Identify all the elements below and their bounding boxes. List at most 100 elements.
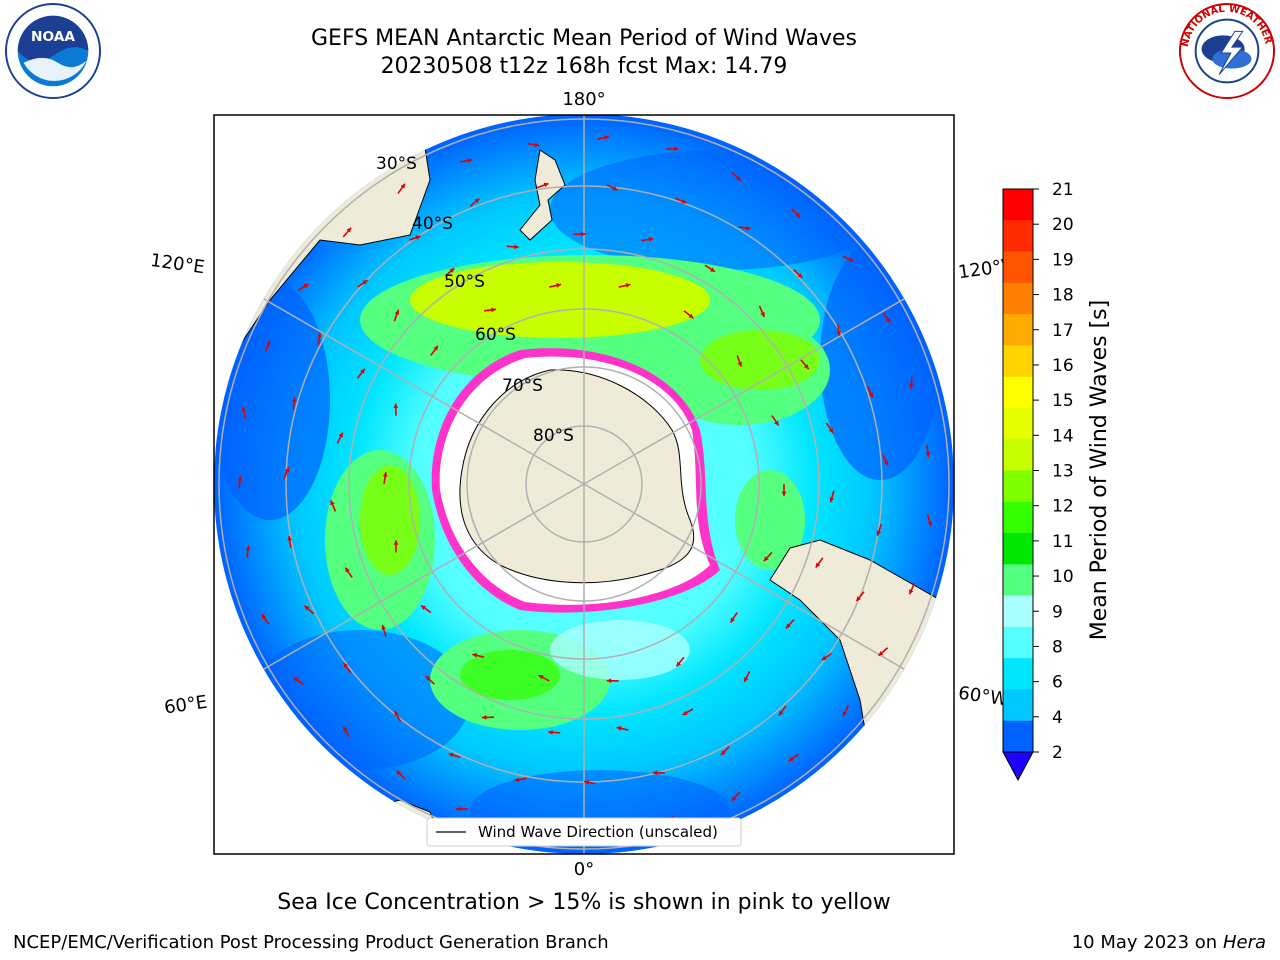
svg-text:180°: 180° [562, 89, 605, 110]
wind-wave-arrowhead [856, 596, 862, 602]
wind-wave-arrowhead [848, 257, 854, 262]
colorbar-tick-label: 21 [1052, 180, 1074, 200]
footer-date: 10 May 2023 on Hera [1072, 932, 1266, 953]
wind-wave-arrowhead [421, 605, 427, 611]
wind-wave-arrowhead [393, 403, 399, 409]
svg-text:40°S: 40°S [412, 214, 453, 234]
wind-wave-arrowhead [885, 317, 891, 323]
svg-text:60°W: 60°W [957, 683, 1009, 711]
wind-wave-arrowhead [425, 675, 431, 681]
colorbar-tick-label: 14 [1052, 426, 1074, 446]
wind-wave-arrowhead [396, 770, 402, 776]
wind-wave-arrowhead [676, 661, 682, 667]
wind-wave-arrowhead [927, 521, 933, 527]
colorbar-label: Mean Period of Wind Waves [s] [1087, 300, 1112, 640]
wind-wave-arrowhead [681, 199, 687, 204]
colorbar-tick-label: 15 [1052, 391, 1074, 411]
wind-wave-arrowhead [781, 491, 787, 496]
wind-wave-arrowhead [744, 676, 749, 682]
svg-text:70°S: 70°S [502, 376, 543, 396]
wind-wave-arrowhead [514, 244, 519, 250]
wind-wave-arrowhead [828, 428, 834, 434]
svg-text:60°S: 60°S [475, 325, 516, 345]
wind-wave-arrowhead [785, 623, 791, 629]
wind-wave-arrowhead [606, 678, 612, 684]
wind-wave-arrowhead [909, 589, 914, 595]
colorbar-tick-label: 18 [1052, 286, 1074, 306]
colorbar-segment [1003, 251, 1033, 284]
wind-wave-arrowhead [303, 283, 309, 289]
colorbar-segment [1003, 345, 1033, 378]
wind-wave-arrowhead [604, 135, 609, 140]
map-legend: Wind Wave Direction (unscaled) [426, 817, 742, 847]
colorbar-tick-label: 11 [1052, 532, 1074, 552]
footer-machine: Hera [1222, 932, 1266, 953]
colorbar-segment [1003, 720, 1033, 753]
wind-wave-arrowhead [581, 231, 586, 237]
wind-wave-arrowhead [261, 614, 267, 620]
wind-wave-arrowhead [381, 625, 386, 630]
colorbar-tick-label: 6 [1052, 673, 1063, 693]
wind-wave-arrowhead [474, 198, 480, 204]
svg-text:NOAA: NOAA [31, 29, 75, 45]
wind-wave-arrowhead [821, 655, 827, 661]
wind-wave-arrowhead [491, 307, 496, 313]
colorbar-segment [1003, 189, 1033, 221]
colorbar-tick-label: 4 [1052, 708, 1063, 728]
svg-text:80°S: 80°S [533, 426, 574, 446]
svg-text:60°E: 60°E [163, 692, 209, 719]
wind-wave-arrowhead [883, 460, 889, 466]
wind-wave-arrowhead [293, 677, 299, 682]
wind-wave-arrowhead [393, 540, 399, 545]
map-area: Wind Wave Direction (unscaled) [214, 115, 954, 854]
wind-wave-arrowhead [433, 345, 438, 351]
svg-text:50°S: 50°S [444, 272, 485, 292]
colorbar-segment [1003, 626, 1033, 659]
wind-wave-arrowhead [543, 182, 549, 188]
wind-wave-arrowhead [730, 617, 735, 623]
wind-wave-arrowhead [788, 756, 794, 762]
colorbar-segment [1003, 314, 1033, 346]
sea-ice-note: Sea Ice Concentration > 15% is shown in … [277, 890, 891, 915]
wind-wave-arrowhead [774, 420, 779, 426]
wind-wave-arrowhead [394, 710, 399, 716]
wind-wave-arrowhead [737, 361, 743, 367]
wind-wave-arrowhead [648, 237, 654, 242]
wind-wave-arrowhead [688, 313, 694, 319]
wind-wave-arrowhead [534, 142, 540, 148]
colorbar-tick-label: 13 [1052, 462, 1074, 482]
wind-wave-arrowhead [241, 406, 247, 412]
wind-wave-arrowhead [472, 653, 478, 658]
wind-wave-arrowhead [908, 384, 914, 389]
wind-wave-arrowhead [245, 545, 251, 551]
wind-wave-arrowhead [343, 662, 349, 668]
svg-text:30°S: 30°S [376, 154, 417, 174]
colorbar-segment [1003, 282, 1033, 315]
wind-wave-arrowhead [674, 146, 679, 152]
colorbar-segment [1003, 439, 1033, 471]
wind-wave-arrowhead [735, 176, 741, 181]
wind-wave-arrowhead [842, 711, 848, 717]
chart-title: GEFS MEAN Antarctic Mean Period of Wind … [311, 26, 857, 51]
wind-wave-arrowhead [330, 500, 335, 506]
wind-wave-arrowhead [449, 268, 455, 273]
colorbar-tick-label: 12 [1052, 497, 1074, 517]
wind-wave-arrowhead [731, 796, 737, 802]
colorbar-segment [1003, 470, 1033, 503]
colorbar-segment [1003, 220, 1033, 253]
wind-wave-arrowhead [346, 227, 352, 233]
colorbar-tick-label: 20 [1052, 215, 1074, 235]
footer-org: NCEP/EMC/Verification Post Processing Pr… [13, 932, 609, 953]
colorbar-tick-label: 17 [1052, 321, 1074, 341]
wind-wave-arrowhead [876, 530, 882, 536]
latitude-labels: 30°S 40°S 50°S 60°S 70°S 80°S [376, 154, 574, 446]
wind-wave-arrowhead [265, 340, 271, 346]
antarctica [459, 369, 695, 584]
wind-wave-arrowhead [394, 309, 400, 315]
wind-wave-arrowhead [584, 779, 589, 785]
wind-wave-arrowhead [481, 715, 487, 720]
colorbar-segment [1003, 564, 1033, 597]
wind-wave-arrowhead [287, 535, 293, 541]
wind-wave-arrowhead [745, 225, 751, 231]
